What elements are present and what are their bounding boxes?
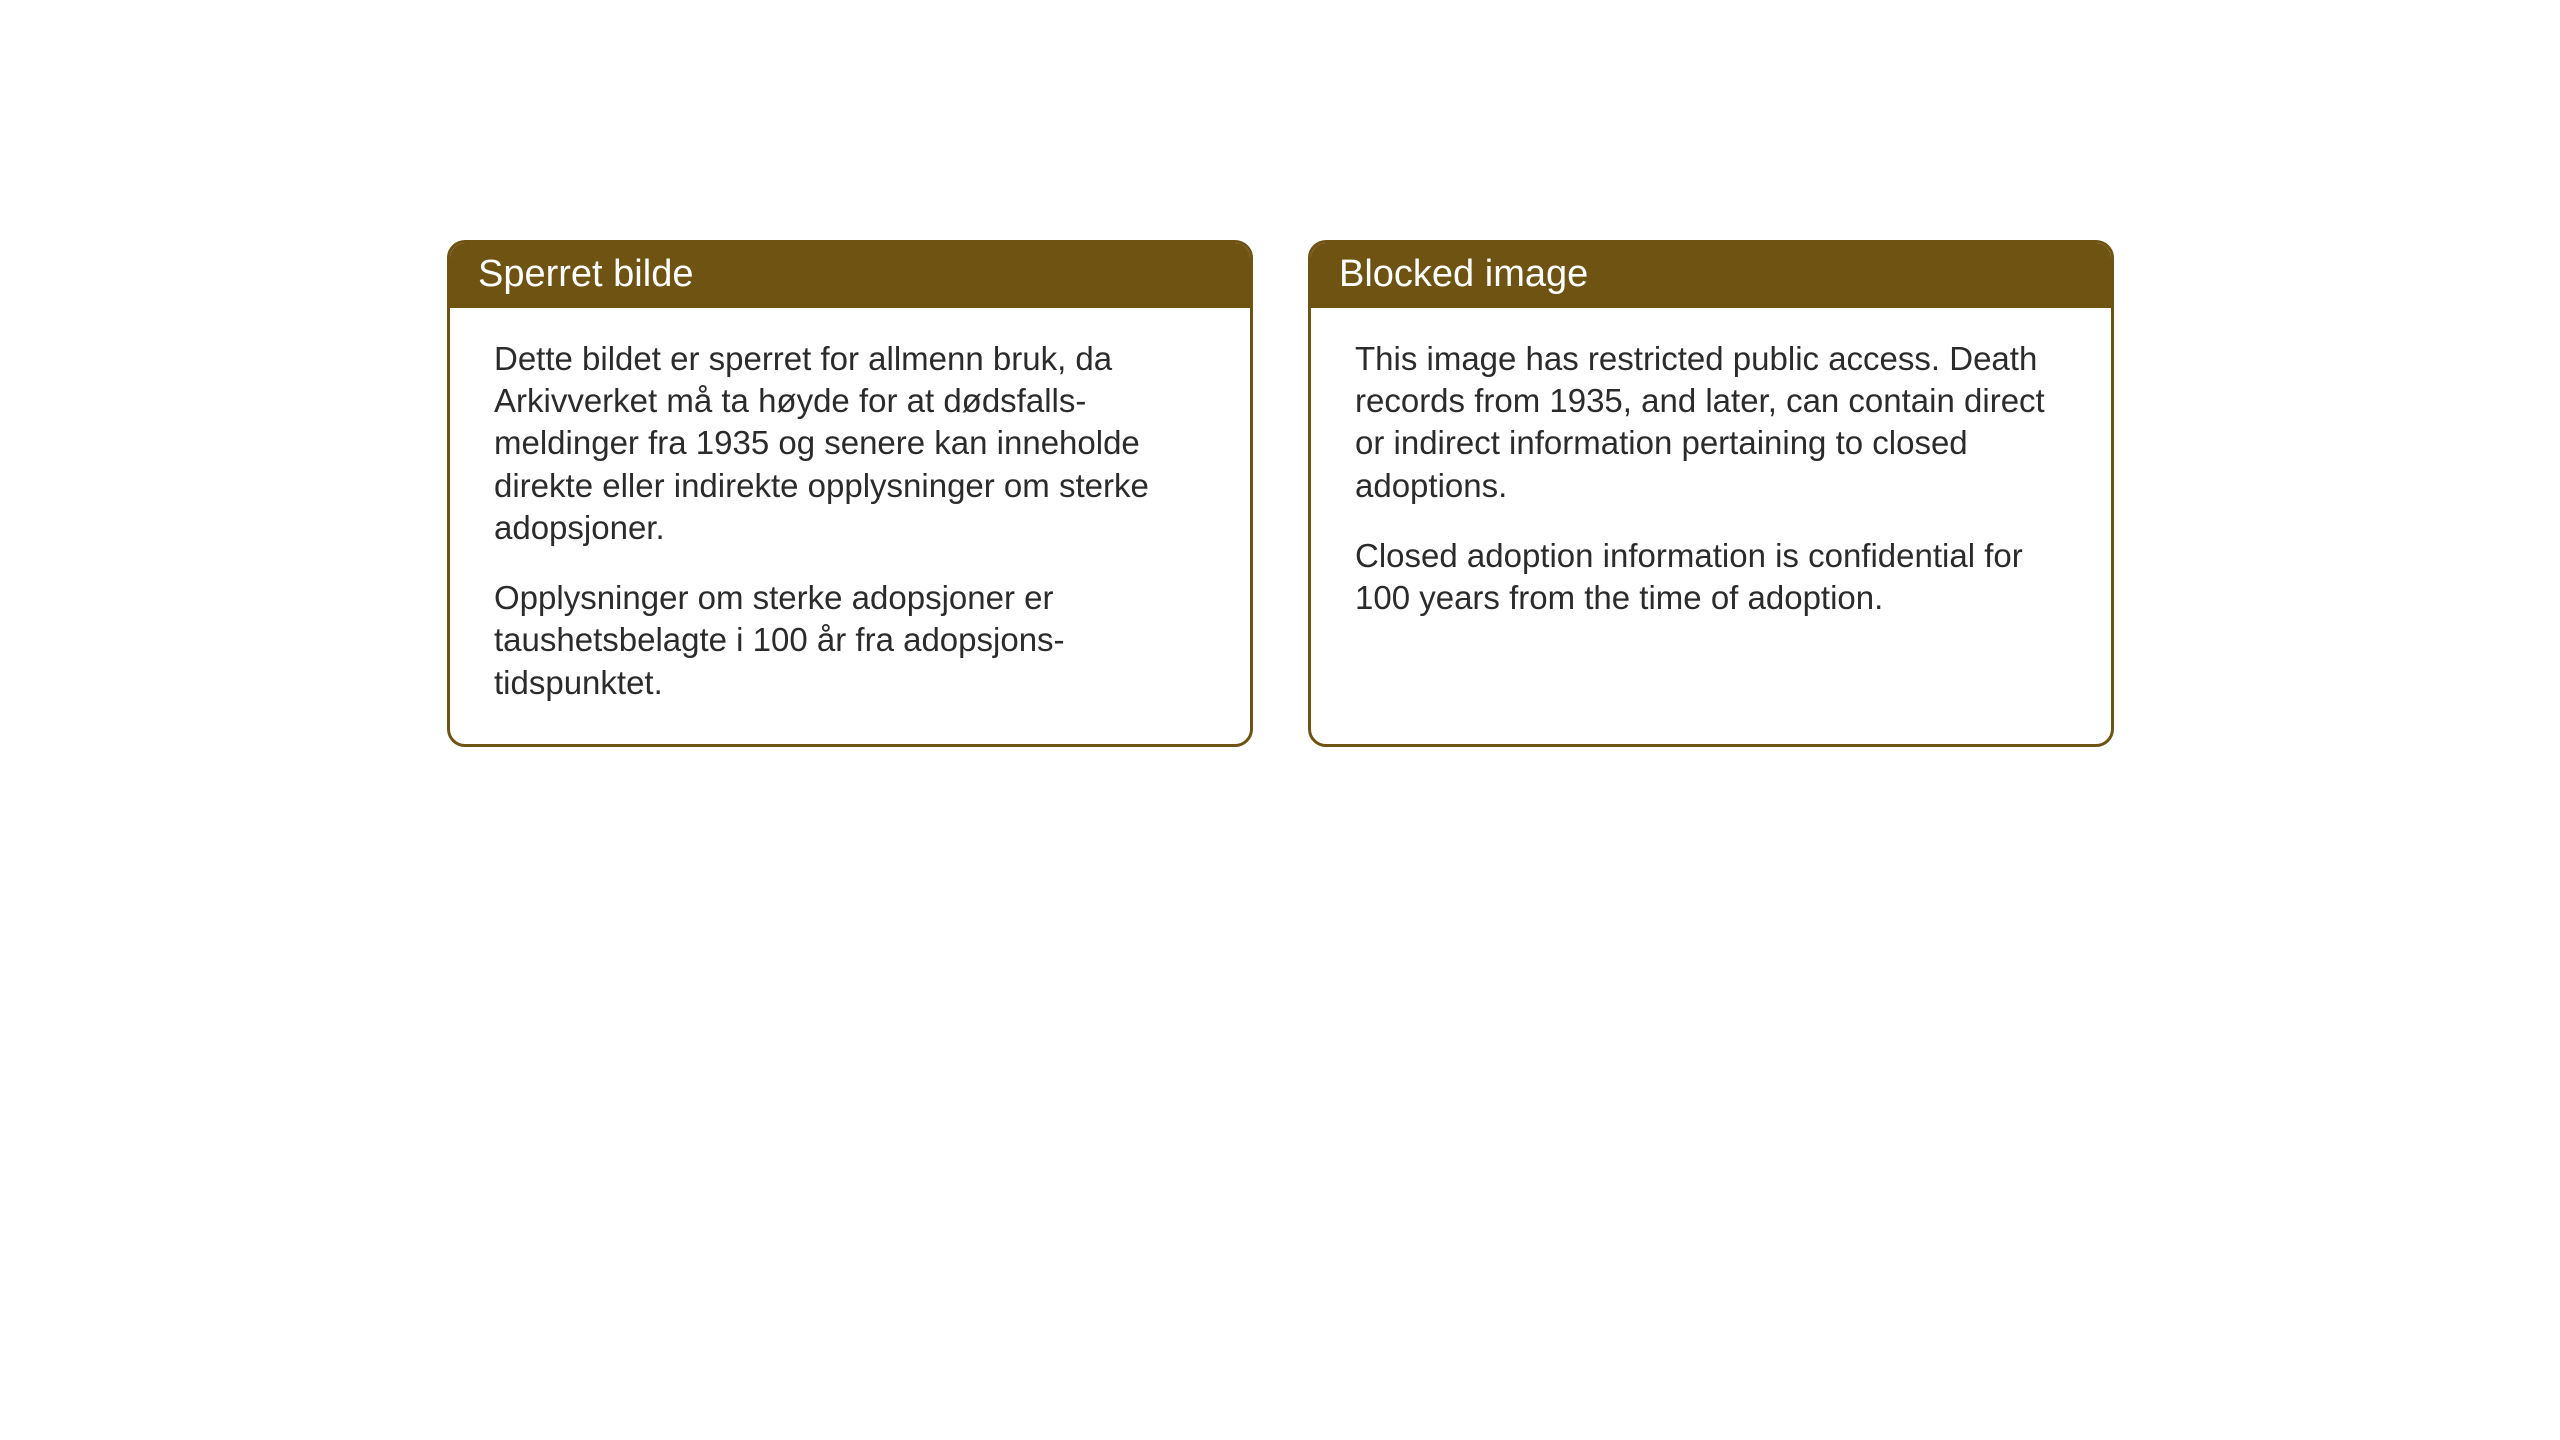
card-header: Blocked image	[1311, 243, 2111, 308]
card-header: Sperret bilde	[450, 243, 1250, 308]
card-title: Blocked image	[1339, 253, 1588, 295]
card-title: Sperret bilde	[478, 253, 693, 295]
card-paragraph: Dette bildet er sperret for allmenn bruk…	[494, 338, 1206, 549]
card-body: Dette bildet er sperret for allmenn bruk…	[450, 308, 1250, 744]
card-paragraph: Opplysninger om sterke adopsjoner er tau…	[494, 577, 1206, 704]
notice-card-norwegian: Sperret bilde Dette bildet er sperret fo…	[447, 240, 1253, 747]
card-paragraph: Closed adoption information is confident…	[1355, 535, 2067, 619]
notice-card-english: Blocked image This image has restricted …	[1308, 240, 2114, 747]
notice-container: Sperret bilde Dette bildet er sperret fo…	[447, 240, 2114, 747]
card-paragraph: This image has restricted public access.…	[1355, 338, 2067, 507]
card-body: This image has restricted public access.…	[1311, 308, 2111, 708]
